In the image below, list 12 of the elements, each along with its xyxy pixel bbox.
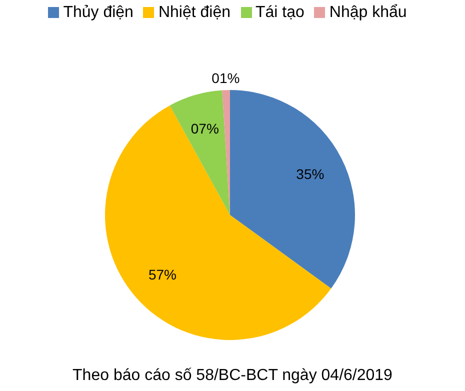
legend-label: Thủy điện — [63, 4, 134, 21]
legend-label: Tái tạo — [256, 4, 304, 21]
pie-slice — [230, 90, 355, 288]
legend-label: Nhiệt điện — [158, 4, 230, 21]
data-label: 07% — [190, 120, 219, 137]
data-label: 01% — [212, 70, 240, 86]
data-label: 35% — [296, 166, 324, 182]
legend-label: Nhập khẩu — [329, 4, 407, 21]
pie-slice — [170, 90, 230, 215]
data-label: 57% — [148, 266, 177, 283]
pie-slice — [105, 105, 332, 340]
text: Theo báo cáo số 58/BC-BCT ngày 04/6/2019 — [72, 367, 394, 385]
